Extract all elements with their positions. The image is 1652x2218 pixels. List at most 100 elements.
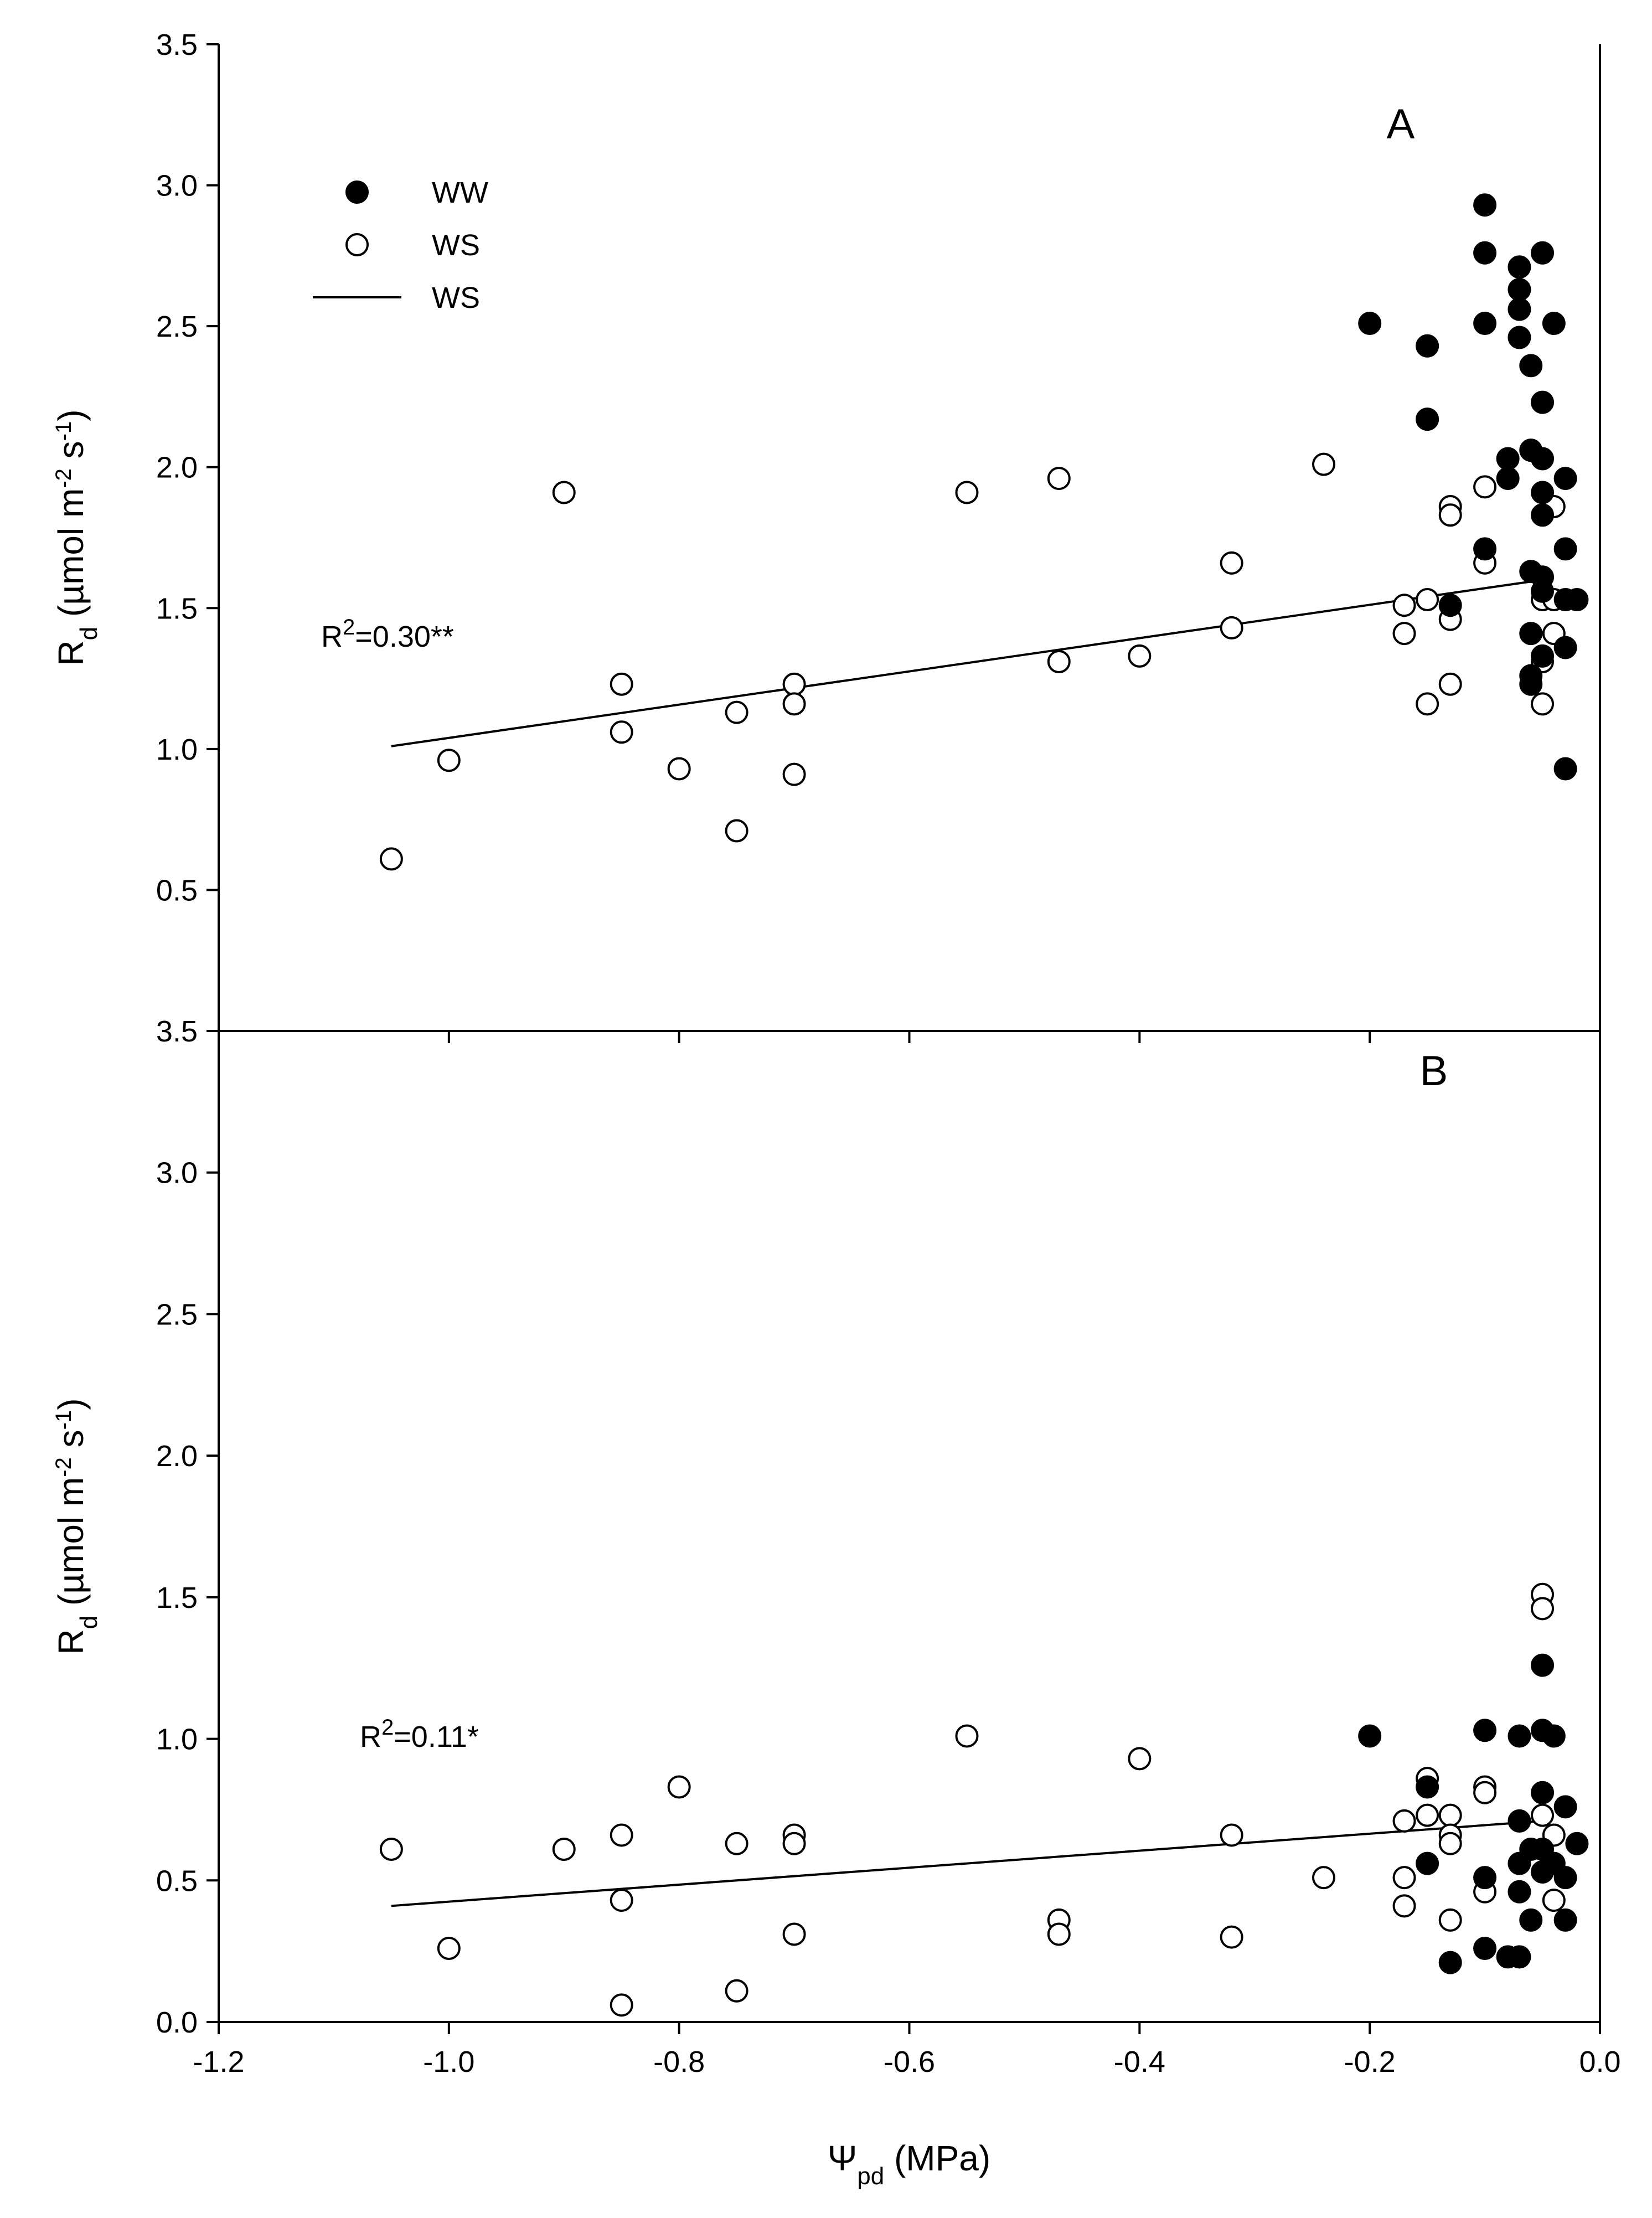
panel-b-ws-point bbox=[1392, 1894, 1416, 1918]
legend-label: WS bbox=[432, 229, 480, 262]
y-title-main: R bbox=[51, 640, 91, 666]
legend-label: WW bbox=[432, 176, 488, 209]
panel-a-ww-point bbox=[1531, 579, 1555, 603]
panel-a-ws-point bbox=[782, 692, 806, 716]
panel-b-ws-point bbox=[1047, 1922, 1071, 1946]
panel-b-ww-point bbox=[1565, 1832, 1589, 1855]
panel-b-r-squared-label: R2=0.11* bbox=[360, 1715, 479, 1753]
panel-a-ws-point bbox=[1392, 594, 1416, 617]
panel-b-ws-point bbox=[1312, 1866, 1335, 1890]
panel-a-ws-point bbox=[1416, 588, 1439, 612]
panel-b-ws-point bbox=[437, 1937, 461, 1961]
panel-b-ww-point bbox=[1531, 1781, 1555, 1804]
panel-b-x-tick-label: -1.2 bbox=[193, 2045, 244, 2078]
panel-b-ws-point bbox=[1220, 1925, 1243, 1949]
panel-b-letter: B bbox=[1420, 1048, 1448, 1095]
panel-b-ww-point bbox=[1473, 1866, 1497, 1890]
panel-b-ww-point bbox=[1438, 1951, 1462, 1974]
panel-a-y-tick-label: 3.5 bbox=[156, 28, 198, 61]
y-title-sub: d bbox=[75, 1616, 102, 1629]
panel-a-ww-point bbox=[1496, 467, 1520, 491]
panel-a-ws-point bbox=[610, 720, 633, 744]
y-title-exp: -2 bbox=[51, 468, 76, 488]
r2-rest: =0.30** bbox=[355, 620, 454, 653]
panel-b-ws-point bbox=[667, 1775, 691, 1799]
panel-a-ww-point bbox=[1473, 312, 1497, 336]
panel-a-ws-point bbox=[1392, 622, 1416, 646]
x-axis-title-text: Ψpd (MPa) bbox=[828, 2138, 990, 2190]
panel-a-ww-point bbox=[1565, 588, 1589, 612]
panel-b-ws-point bbox=[725, 1832, 748, 1855]
panel-b-ww-point bbox=[1553, 1866, 1577, 1890]
panel-a-ws-point bbox=[782, 672, 806, 696]
panel-b-ws-point bbox=[1438, 1803, 1462, 1827]
y-title-unit: (µmol m bbox=[51, 1477, 91, 1616]
panel-b-y-tick-label: 2.5 bbox=[156, 1298, 198, 1331]
panel-a-ws-point bbox=[1220, 616, 1243, 639]
panel-a-ww-point bbox=[1531, 390, 1555, 414]
y-title-unit: ) bbox=[51, 1398, 91, 1410]
panel-b: 3.5 3.0 2.5 2.0 1.5 1.0 0.5 0.0 -1.2 -1.0 -0.8 -0.6… bbox=[51, 1015, 1621, 2078]
y-title-unit: s bbox=[51, 441, 91, 468]
panel-b-ww-point bbox=[1416, 1775, 1439, 1799]
panel-a-ww-point bbox=[1358, 312, 1382, 336]
panel-a-ws-point bbox=[1438, 672, 1462, 696]
panel-b-ws-point bbox=[1392, 1809, 1416, 1833]
panel-a-ww-point bbox=[1508, 297, 1531, 321]
panel-b-ws-point bbox=[1531, 1597, 1555, 1621]
legend-ww-marker bbox=[345, 180, 369, 204]
panel-a-ws-point bbox=[552, 481, 576, 504]
panel-b-x-tick-label: -0.4 bbox=[1114, 2045, 1165, 2078]
panel-b-x-tick-label: -0.6 bbox=[884, 2045, 935, 2078]
r2-main: R bbox=[360, 1720, 381, 1753]
panel-b-ww-point bbox=[1473, 1937, 1497, 1961]
panel-b-ws-point bbox=[1220, 1823, 1243, 1847]
panel-a-y-tick-label: 2.0 bbox=[156, 451, 198, 484]
panel-a-ws-point bbox=[667, 757, 691, 781]
panel-b-x-tick-label: -1.0 bbox=[423, 2045, 474, 2078]
panel-a: 3.5 3.0 2.5 2.0 1.5 1.0 0.5 Rd (µmol m-2 s-1) A R… bbox=[51, 28, 1601, 1043]
panel-a-ws-point bbox=[725, 819, 748, 843]
panel-a-ws-point bbox=[437, 749, 461, 772]
panel-a-ww-point bbox=[1473, 537, 1497, 561]
panel-a-ws-point bbox=[1047, 467, 1071, 491]
panel-a-ww-point bbox=[1553, 636, 1577, 659]
panel-b-y-axis-title: Rd (µmol m-2 s-1) bbox=[51, 1398, 102, 1654]
panel-b-y-tick-label: 2.0 bbox=[156, 1440, 198, 1473]
panel-b-x-tick-label: -0.2 bbox=[1344, 2045, 1396, 2078]
x-title-symbol: Ψ bbox=[828, 2138, 857, 2178]
panel-b-ws-point bbox=[552, 1838, 576, 1861]
panel-a-ww-point bbox=[1531, 644, 1555, 668]
panel-b-ww-point bbox=[1553, 1795, 1577, 1819]
panel-a-ww-point bbox=[1508, 277, 1531, 301]
panel-a-ww-point bbox=[1519, 672, 1543, 696]
panel-b-ws-point bbox=[610, 1889, 633, 1912]
panel-a-y-tick-label: 1.5 bbox=[156, 592, 198, 625]
panel-b-ww-point bbox=[1358, 1724, 1382, 1748]
x-title-unit: (MPa) bbox=[884, 2138, 990, 2178]
panel-a-ws-point bbox=[782, 762, 806, 786]
panel-b-ww-point bbox=[1508, 1809, 1531, 1833]
y-title-unit: s bbox=[51, 1430, 91, 1457]
panel-a-y-tick-label: 1.0 bbox=[156, 733, 198, 766]
panel-a-ws-point bbox=[725, 700, 748, 724]
panel-a-y-tick-label: 3.0 bbox=[156, 169, 198, 203]
r2-main: R bbox=[321, 620, 343, 653]
panel-a-ww-point bbox=[1553, 467, 1577, 491]
panel-a-ww-point bbox=[1508, 326, 1531, 349]
panel-a-ws-point bbox=[1128, 644, 1152, 668]
panel-b-ws-point bbox=[1531, 1803, 1555, 1827]
panel-a-y-tick-label: 2.5 bbox=[156, 310, 198, 343]
panel-a-ww-point bbox=[1531, 481, 1555, 504]
panel-b-y-tick-label: 1.5 bbox=[156, 1581, 198, 1615]
panel-a-ww-point bbox=[1553, 757, 1577, 781]
panel-a-ws-point bbox=[1438, 503, 1462, 527]
panel-a-ww-point bbox=[1416, 334, 1439, 358]
panel-b-ws-point bbox=[379, 1838, 403, 1861]
panel-b-ww-point bbox=[1473, 1719, 1497, 1742]
panel-a-ww-point bbox=[1508, 255, 1531, 279]
y-title-exp: -1 bbox=[51, 1410, 76, 1430]
x-axis-title: Ψpd (MPa) bbox=[828, 2138, 990, 2190]
panel-a-ww-point bbox=[1519, 354, 1543, 378]
